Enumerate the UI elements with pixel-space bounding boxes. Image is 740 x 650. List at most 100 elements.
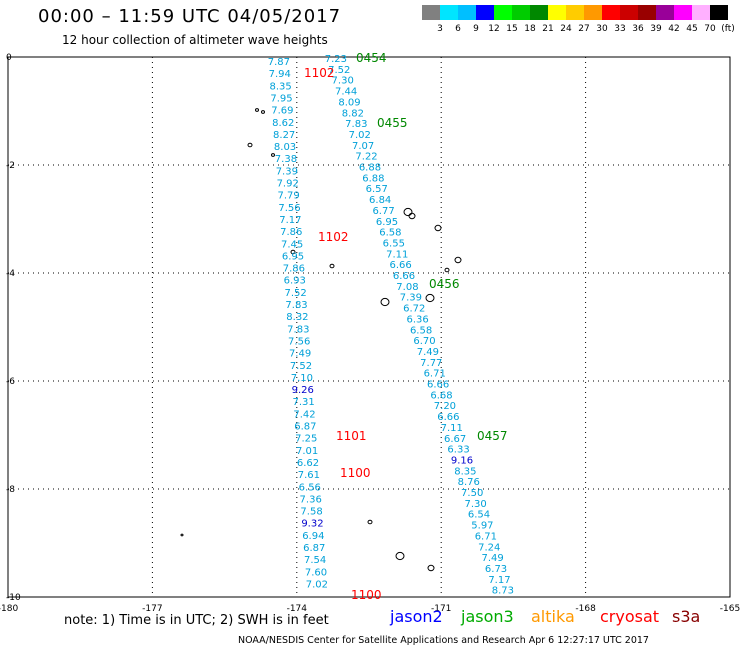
satellite-cryosat: cryosat xyxy=(600,607,660,626)
wave-height-label: 7.01 xyxy=(296,446,318,457)
wave-height-label: 7.87 xyxy=(268,57,290,68)
colorbar-swatch xyxy=(620,5,638,20)
wave-height-label: 6.58 xyxy=(410,325,432,336)
colorbar-swatch xyxy=(512,5,530,20)
island-outline xyxy=(271,153,275,157)
footer-credit: NOAA/NESDIS Center for Satellite Applica… xyxy=(238,635,649,646)
wave-height-label: 6.95 xyxy=(282,251,304,262)
y-tick-label: -8 xyxy=(6,485,15,495)
wave-height-label: 6.33 xyxy=(447,445,469,456)
wave-height-label: 7.83 xyxy=(285,300,307,311)
wave-height-label: 6.87 xyxy=(294,422,316,433)
wave-height-label: 6.66 xyxy=(393,271,415,282)
wave-height-label: 8.82 xyxy=(342,108,364,119)
wave-height-label: 7.07 xyxy=(352,141,374,152)
colorbar-label: 33 xyxy=(614,24,626,34)
y-tick-label: 0 xyxy=(6,53,12,63)
map-subtitle: 12 hour collection of altimeter wave hei… xyxy=(62,33,328,47)
wave-height-label: 7.56 xyxy=(278,203,300,214)
pass-time-label: 1102 xyxy=(304,66,335,80)
wave-height-label: 7.58 xyxy=(300,507,322,518)
satellite-jason3: jason3 xyxy=(461,607,514,626)
axis-ticks: -180 -177 -174 -171 -168 -165 0 -2 -4 -6 -8 -10 xyxy=(0,53,740,614)
wave-height-label: 7.45 xyxy=(281,239,303,250)
colorbar-label: 6 xyxy=(455,24,461,34)
colorbar-swatch xyxy=(602,5,620,20)
wave-height-label: 8.32 xyxy=(286,312,308,323)
wave-height-label: 7.79 xyxy=(277,191,299,202)
island-outline xyxy=(395,551,405,561)
wave-height-label: 9.16 xyxy=(451,455,473,466)
wave-height-label: 7.77 xyxy=(420,358,442,369)
colorbar-swatch xyxy=(548,5,566,20)
colorbar-swatch xyxy=(566,5,584,20)
wave-height-label: 6.55 xyxy=(383,238,405,249)
x-tick-label: -174 xyxy=(287,604,308,614)
wave-height-label: 6.87 xyxy=(303,543,325,554)
wave-height-label: 7.49 xyxy=(289,349,311,360)
colorbar-label: 24 xyxy=(560,24,572,34)
colorbar-label: 30 xyxy=(596,24,608,34)
wave-height-label: 7.54 xyxy=(304,555,326,566)
wave-height-label: 6.94 xyxy=(302,531,324,542)
track-labels: 7.877.948.357.957.698.628.278.037.387.39… xyxy=(268,51,514,602)
y-tick-label: -2 xyxy=(6,161,15,171)
island-outline xyxy=(261,110,265,114)
x-tick-label: -177 xyxy=(142,604,162,614)
wave-height-label: 7.39 xyxy=(276,166,298,177)
pass-time-label: 0457 xyxy=(477,429,508,443)
island-outline xyxy=(380,297,390,307)
wave-height-label: 9.32 xyxy=(301,519,323,530)
wave-height-label: 7.11 xyxy=(386,249,408,260)
satellite-jason2: jason2 xyxy=(390,607,443,626)
wave-height-label: 7.20 xyxy=(434,401,456,412)
colorbar-swatch xyxy=(674,5,692,20)
island-outline xyxy=(255,108,259,112)
wave-height-label: 7.86 xyxy=(280,227,302,238)
wave-height-label: 7.25 xyxy=(295,434,317,445)
island-outline xyxy=(247,142,253,148)
wave-height-label: 7.10 xyxy=(291,373,313,384)
colorbar-swatch xyxy=(692,5,710,20)
wave-height-label: 7.17 xyxy=(279,215,301,226)
wave-height-label: 8.35 xyxy=(454,466,476,477)
island-outline xyxy=(454,256,462,264)
wave-height-label: 8.62 xyxy=(272,118,294,129)
wave-height-label: 7.39 xyxy=(400,293,422,304)
wave-height-label: 7.22 xyxy=(355,152,377,163)
wave-height-label: 7.02 xyxy=(349,130,371,141)
wave-height-label: 7.69 xyxy=(271,106,293,117)
wave-height-label: 6.95 xyxy=(376,217,398,228)
wave-height-label: 7.83 xyxy=(345,119,367,130)
colorbar-swatch xyxy=(584,5,602,20)
wave-height-label: 7.92 xyxy=(277,179,299,190)
wave-height-label: 8.76 xyxy=(458,477,480,488)
wave-height-label: 7.08 xyxy=(396,282,418,293)
x-tick-label: -171 xyxy=(431,604,451,614)
wave-height-label: 7.49 xyxy=(482,553,504,564)
colorbar-swatch xyxy=(710,5,728,20)
island-outline xyxy=(427,564,435,572)
colorbar-label: 15 xyxy=(506,24,518,34)
wave-height-label: 7.42 xyxy=(293,409,315,420)
colorbar-label: 42 xyxy=(668,24,680,34)
wave-height-label: 6.57 xyxy=(366,184,388,195)
wave-height-label: 7.52 xyxy=(285,288,307,299)
wave-height-label: 7.02 xyxy=(306,579,328,590)
wave-height-label: 7.38 xyxy=(275,154,297,165)
colorbar-label: 70 xyxy=(704,24,716,34)
wave-height-label: 7.94 xyxy=(269,69,291,80)
x-tick-label: -168 xyxy=(575,604,596,614)
island-outline xyxy=(425,293,435,303)
colorbar-label: 12 xyxy=(488,24,500,34)
wave-height-label: 7.86 xyxy=(283,264,305,275)
island-outline xyxy=(367,519,373,525)
wave-height-label: 7.31 xyxy=(292,397,314,408)
wave-height-label: 6.36 xyxy=(407,314,429,325)
map-frame xyxy=(7,56,731,598)
pass-time-label: 0456 xyxy=(429,277,460,291)
wave-height-label: 6.88 xyxy=(362,173,384,184)
map-title: 00:00 – 11:59 UTC 04/05/2017 xyxy=(38,6,342,27)
island-outline xyxy=(403,207,413,217)
colorbar-swatch xyxy=(458,5,476,20)
